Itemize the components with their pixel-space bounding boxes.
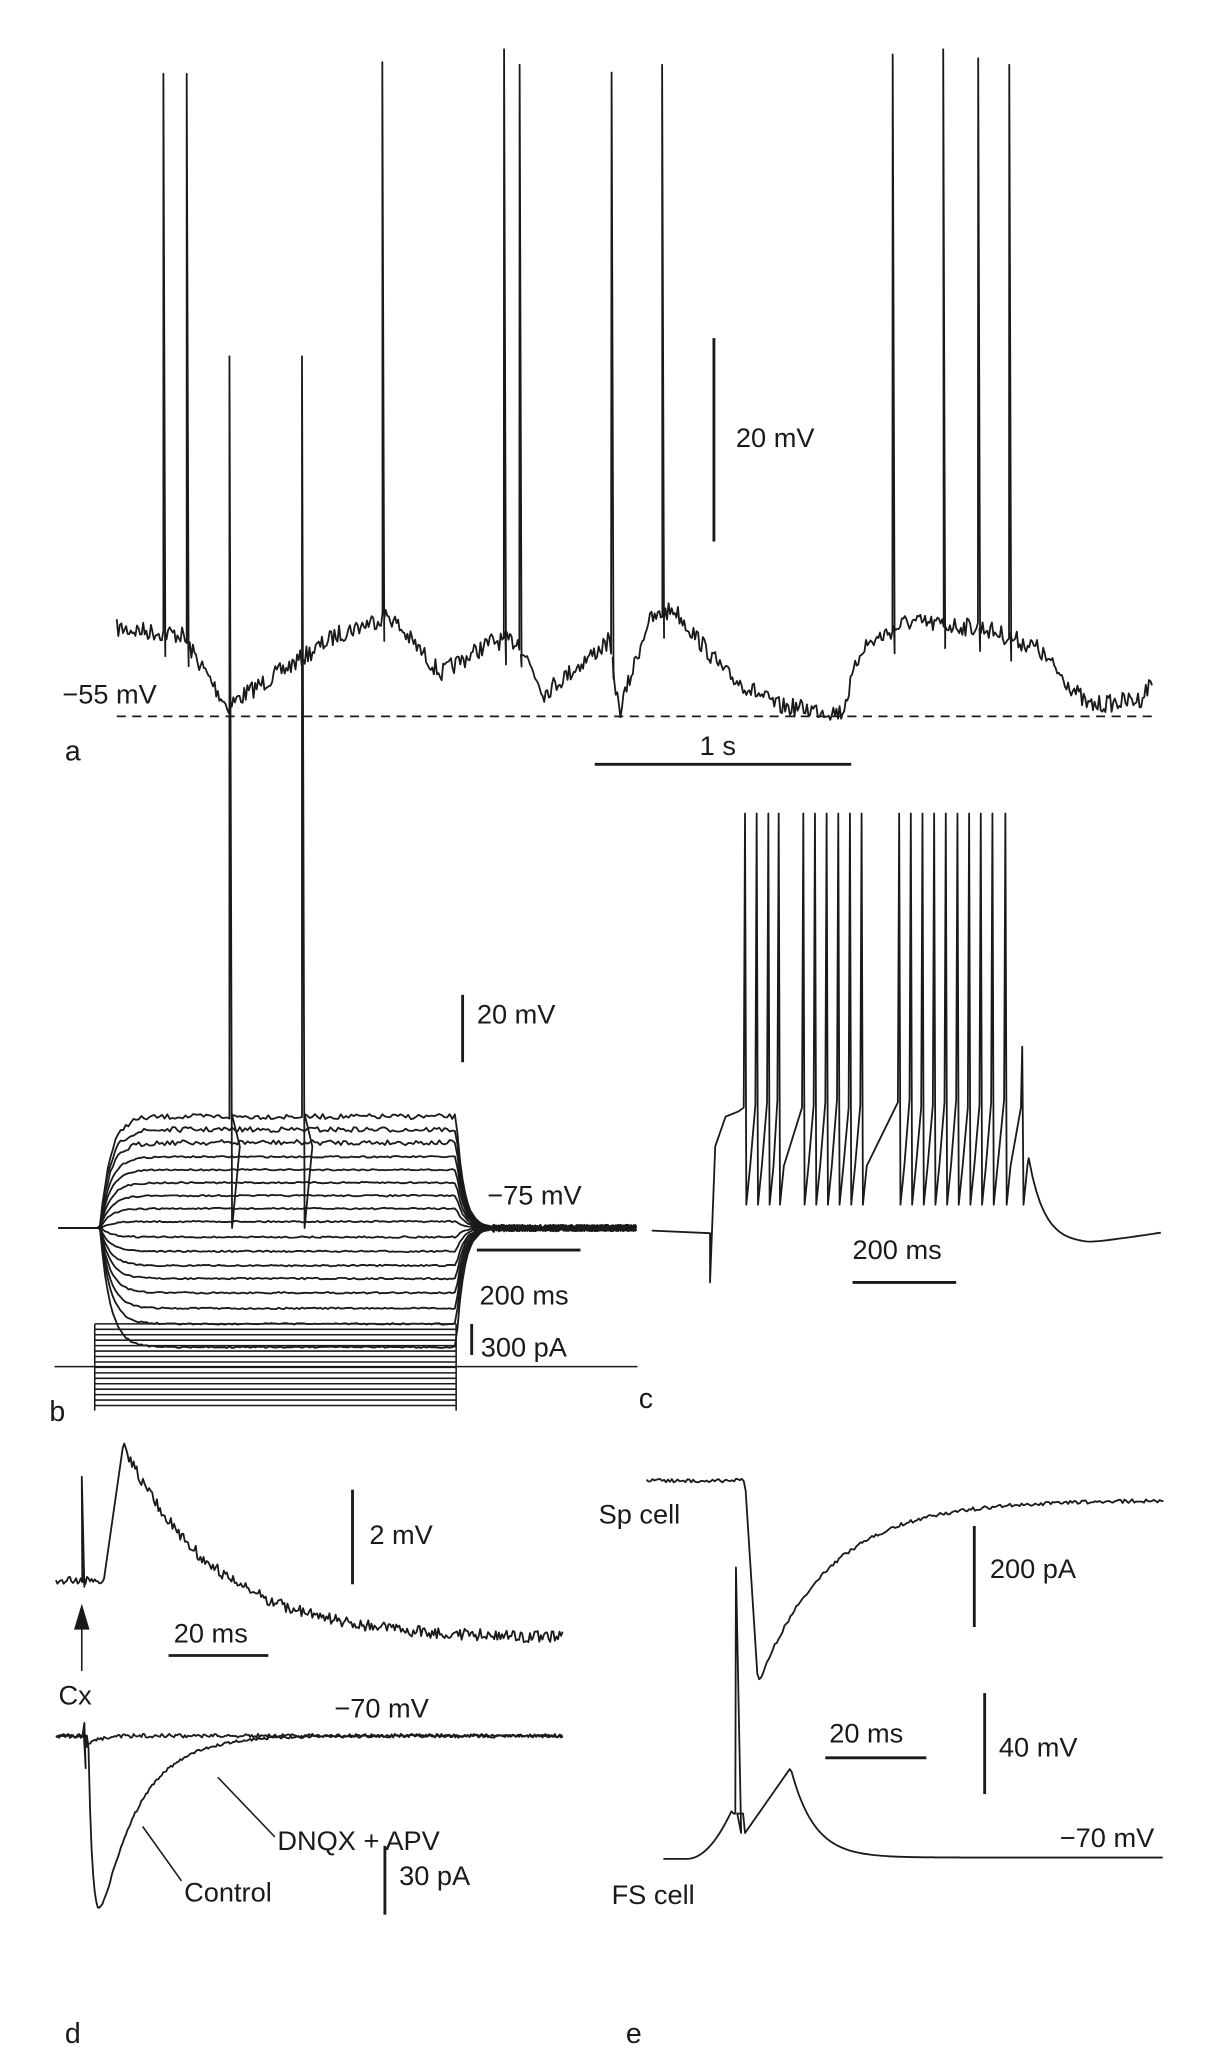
voltage-scale-label: 20 mV bbox=[736, 422, 815, 453]
holding-label: −70 mV bbox=[334, 1693, 429, 1724]
current-step-protocol bbox=[54, 1323, 638, 1411]
panel-label: b bbox=[49, 1396, 65, 1428]
membrane-potential-trace bbox=[115, 48, 1153, 721]
sp-cell-current-trace bbox=[645, 1477, 1164, 1681]
current-scale-label: 200 pA bbox=[990, 1553, 1077, 1584]
fs-cell-label: FS cell bbox=[612, 1879, 695, 1910]
control-label-leader bbox=[142, 1826, 183, 1882]
time-scale-label: 20 ms bbox=[829, 1717, 903, 1748]
panel-b: 20 mV −75 mV 200 ms 300 pA b bbox=[49, 355, 638, 1428]
panel-e: Sp cell 200 pA 20 ms 40 mV −70 mV FS cel… bbox=[599, 1477, 1164, 2048]
time-scale-label: 200 ms bbox=[853, 1234, 942, 1265]
drug-trace-label: DNQX + APV bbox=[277, 1825, 440, 1856]
voltage-scale-label: 20 mV bbox=[477, 998, 556, 1029]
voltage-scale-label: 2 mV bbox=[369, 1519, 433, 1550]
sp-cell-label: Sp cell bbox=[599, 1498, 681, 1529]
control-trace-label: Control bbox=[184, 1877, 272, 1908]
panel-label: e bbox=[626, 2018, 642, 2048]
panel-label: d bbox=[65, 2018, 81, 2048]
panel-label: a bbox=[65, 735, 81, 767]
voltage-trace-family bbox=[58, 355, 638, 1349]
panel-a: 20 mV 1 s −55 mV a bbox=[62, 48, 1156, 767]
drug-label-leader bbox=[217, 1776, 276, 1838]
stimulus-arrow-icon bbox=[74, 1603, 90, 1630]
control-epsc-trace bbox=[55, 1733, 564, 1909]
voltage-step-response bbox=[58, 1224, 637, 1295]
current-scale-label: 300 pA bbox=[481, 1331, 568, 1362]
time-scale-label: 200 ms bbox=[479, 1279, 568, 1310]
panel-label: c bbox=[639, 1383, 653, 1415]
voltage-scale-label: 40 mV bbox=[999, 1732, 1078, 1763]
time-scale-label: 20 ms bbox=[174, 1618, 248, 1649]
voltage-step-response bbox=[58, 1224, 637, 1268]
stimulus-label: Cx bbox=[58, 1680, 92, 1711]
dnqx-apv-trace bbox=[55, 1721, 564, 1770]
panel-d: 2 mV 20 ms Cx −70 mV DNQX + APV Control … bbox=[55, 1442, 564, 2048]
current-scale-label: 30 pA bbox=[399, 1860, 471, 1891]
panel-c: 200 ms c bbox=[639, 812, 1161, 1415]
holding-label: −75 mV bbox=[487, 1180, 582, 1211]
fs-cell-voltage-trace bbox=[663, 1566, 1163, 1860]
voltage-step-response bbox=[58, 355, 637, 1232]
time-scale-label: 1 s bbox=[700, 730, 736, 761]
holding-label: −70 mV bbox=[1060, 1822, 1155, 1853]
baseline-label: −55 mV bbox=[62, 678, 157, 709]
epsp-trace bbox=[55, 1442, 564, 1644]
firing-trace bbox=[651, 812, 1161, 1284]
